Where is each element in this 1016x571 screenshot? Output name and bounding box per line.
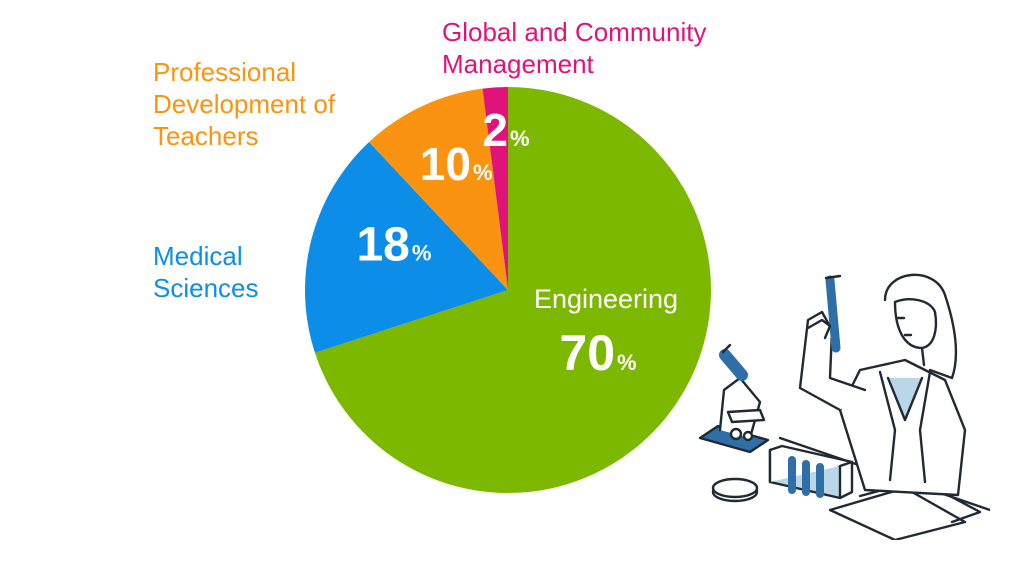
percent-label-global: 2% (482, 104, 529, 156)
label-global-line1: Global and Community (442, 17, 707, 47)
label-global: Global and Community Management (442, 16, 706, 80)
label-medical-line2: Sciences (153, 273, 259, 303)
scientist-illustration-icon (698, 273, 990, 540)
label-medical: Medical Sciences (153, 240, 259, 304)
percent-labels: 70% 18% 10%2% (356, 104, 636, 381)
label-professional-line3: Teachers (153, 121, 259, 151)
pie-slice-engineering (314, 87, 712, 493)
percent-label-professional: 10% (420, 138, 493, 190)
label-global-line2: Management (442, 49, 594, 79)
pie-slice-global (482, 87, 508, 290)
label-professional: Professional Development of Teachers (153, 56, 335, 152)
label-medical-line1: Medical (153, 241, 243, 271)
label-professional-line2: Development of (153, 89, 336, 119)
pie-slice-professional (369, 88, 508, 291)
percent-label-engineering: 70% (559, 325, 636, 381)
label-professional-line1: Professional (153, 57, 297, 87)
engineering-inner-label: Engineering (534, 284, 678, 314)
pie-slice-medical (304, 142, 508, 353)
percent-label-medical: 18% (356, 219, 431, 272)
pie-slices (304, 87, 712, 493)
